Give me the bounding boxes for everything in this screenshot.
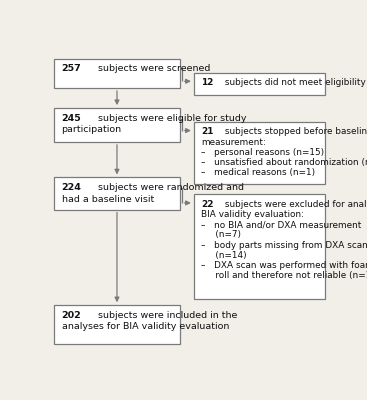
Text: subjects stopped before baseline: subjects stopped before baseline	[222, 128, 367, 136]
Text: measurement:: measurement:	[201, 138, 266, 147]
Text: –   no BIA and/or DXA measurement: – no BIA and/or DXA measurement	[201, 220, 361, 229]
Text: analyses for BIA validity evaluation: analyses for BIA validity evaluation	[62, 322, 229, 332]
Text: had a baseline visit: had a baseline visit	[62, 195, 154, 204]
Text: subjects were screened: subjects were screened	[95, 64, 211, 73]
Text: 257: 257	[62, 64, 81, 73]
Bar	[54, 59, 179, 88]
Bar	[54, 177, 179, 210]
Text: 12: 12	[201, 78, 213, 87]
Text: subjects were excluded for analyses for: subjects were excluded for analyses for	[222, 200, 367, 209]
Text: subjects were included in the: subjects were included in the	[95, 311, 237, 320]
Bar	[194, 73, 324, 95]
Text: –   unsatisfied about randomization (n=5): – unsatisfied about randomization (n=5)	[201, 158, 367, 167]
Text: roll and therefore not reliable (n=1): roll and therefore not reliable (n=1)	[201, 271, 367, 280]
Text: subjects were eligible for study: subjects were eligible for study	[95, 114, 247, 123]
Text: participation: participation	[62, 125, 121, 134]
Text: (n=7): (n=7)	[201, 230, 241, 239]
Text: subjects did not meet eligibility criteria: subjects did not meet eligibility criter…	[222, 78, 367, 87]
Bar	[54, 305, 179, 344]
Text: –   DXA scan was performed with foam: – DXA scan was performed with foam	[201, 261, 367, 270]
Text: BIA validity evaluation:: BIA validity evaluation:	[201, 210, 304, 219]
Text: –   medical reasons (n=1): – medical reasons (n=1)	[201, 168, 315, 177]
Text: –   body parts missing from DXA scan: – body parts missing from DXA scan	[201, 240, 367, 250]
Text: 202: 202	[62, 311, 81, 320]
Text: 21: 21	[201, 128, 213, 136]
Bar	[194, 194, 324, 299]
Bar	[54, 108, 179, 142]
Text: (n=14): (n=14)	[201, 251, 247, 260]
Text: 22: 22	[201, 200, 213, 209]
Text: 224: 224	[62, 183, 81, 192]
Text: –   personal reasons (n=15): – personal reasons (n=15)	[201, 148, 324, 157]
Text: subjects were randomized and: subjects were randomized and	[95, 183, 244, 192]
Bar	[194, 122, 324, 184]
Text: 245: 245	[62, 114, 81, 123]
